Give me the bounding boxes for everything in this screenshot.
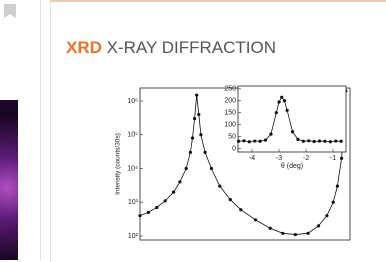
data-point [248, 140, 251, 143]
data-point [264, 138, 267, 141]
data-point [138, 214, 141, 217]
data-point [269, 133, 272, 136]
data-point [323, 140, 326, 143]
data-point [178, 180, 181, 183]
data-point [218, 185, 221, 188]
data-point [340, 140, 343, 143]
y-tick-label: 10² [128, 233, 139, 240]
data-point [302, 140, 305, 143]
data-point [332, 201, 335, 204]
y-tick-label: 150 [224, 110, 236, 117]
data-point [204, 151, 207, 154]
data-point [210, 167, 213, 170]
data-point [294, 233, 297, 236]
data-point [280, 96, 283, 99]
data-point [254, 218, 257, 221]
x-tick-label: -3 [276, 155, 282, 162]
data-point [164, 199, 167, 202]
data-point [189, 151, 192, 154]
data-point [277, 100, 280, 103]
y-tick-label: 10⁶ [127, 98, 138, 105]
data-point [195, 93, 198, 96]
data-point [172, 190, 175, 193]
data-point [275, 111, 278, 114]
y-tick-label: 250 [224, 86, 236, 93]
data-point [296, 138, 299, 141]
data-point [317, 224, 320, 227]
data-point [199, 133, 202, 136]
x-axis-label: θ (deg) [281, 163, 303, 170]
data-point [325, 214, 328, 217]
data-point [329, 140, 332, 143]
data-point [147, 211, 150, 214]
data-point [318, 139, 321, 142]
xrd-figure: 10³ 10⁴ 10⁵ 10⁶ 10² Intensity (counts/30s) 0 50… [0, 0, 386, 260]
x-tick-label: -4 [249, 155, 255, 162]
data-point [229, 198, 232, 201]
y-tick-label: 100 [224, 121, 236, 128]
data-point [306, 232, 309, 235]
data-point [283, 99, 286, 102]
data-point [191, 136, 194, 139]
data-point [340, 157, 343, 160]
y-tick-label: 10⁴ [127, 165, 138, 172]
x-tick-label: -2 [303, 155, 309, 162]
data-point [193, 117, 196, 120]
data-point [286, 109, 289, 112]
data-point [307, 139, 310, 142]
data-point [197, 113, 200, 116]
data-point [334, 139, 337, 142]
data-point [313, 140, 316, 143]
data-point [259, 140, 262, 143]
y-tick-label: 10³ [128, 199, 139, 206]
page: XRD X-RAY DIFFRACTION 10³10⁴10⁵10⁶10²Int… [0, 0, 386, 260]
x-tick-label: -1 [330, 155, 336, 162]
y-tick-label: 50 [228, 133, 236, 140]
data-point [237, 140, 240, 143]
data-point [291, 130, 294, 133]
data-point [239, 208, 242, 211]
y-tick-label: 0 [232, 145, 236, 152]
y-tick-label: 10⁵ [127, 132, 138, 139]
data-point [253, 139, 256, 142]
data-point [155, 206, 158, 209]
y-tick-label: 200 [224, 98, 236, 105]
y-axis-label: Intensity (counts/30s) [115, 133, 122, 195]
data-point [185, 167, 188, 170]
data-point [336, 185, 339, 188]
data-point [242, 139, 245, 142]
data-point [269, 227, 272, 230]
data-point [281, 232, 284, 235]
